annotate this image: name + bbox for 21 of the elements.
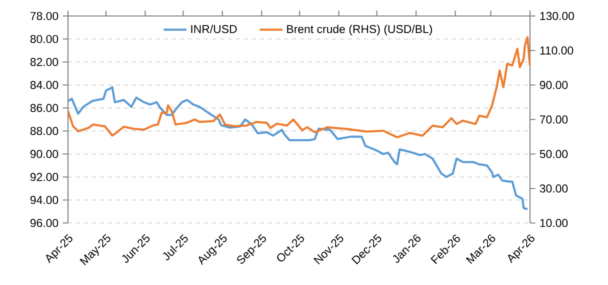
line-series	[68, 36, 530, 138]
legend-label: INR/USD	[191, 24, 237, 34]
y2-tick-label: 70.00	[540, 115, 568, 124]
y-tick-label: 92.00	[30, 172, 58, 182]
y2-tick-label: 50.00	[540, 150, 568, 158]
y-tick-label: 80.00	[30, 34, 58, 44]
y-tick-label: 86.00	[30, 104, 58, 112]
y-tick-label: 94.00	[30, 196, 58, 204]
y-tick-label: 88.00	[30, 126, 58, 136]
y-tick-label: 78.00	[30, 12, 58, 20]
y2-tick-label: 30.00	[540, 184, 568, 193]
y-tick-label: 90.00	[30, 150, 58, 158]
y2-tick-label: 130.00	[540, 12, 574, 20]
legend-label: Brent crude (RHS) (USD/BL)	[287, 24, 432, 36]
y2-tick-label: 110.00	[540, 46, 574, 55]
y-tick-label: 82.00	[30, 58, 58, 66]
y2-tick-label: 90.00	[540, 80, 568, 90]
y-tick-label: 84.00	[30, 80, 58, 90]
y2-tick-label: 10.00	[540, 218, 568, 228]
y-tick-label: 96.00	[30, 218, 58, 228]
line-series	[68, 86, 529, 210]
